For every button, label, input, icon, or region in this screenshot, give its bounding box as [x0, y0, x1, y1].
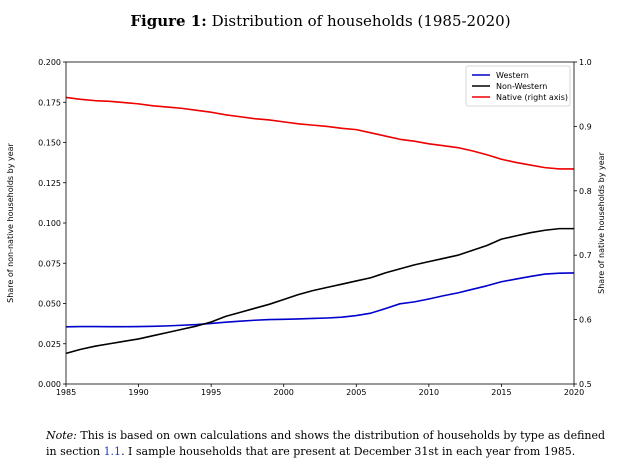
- plot-frame: [65, 61, 575, 385]
- y-right-tick-label: 0.6: [579, 316, 592, 325]
- series-line-non-western: [65, 227, 574, 355]
- series-line-western: [65, 272, 575, 328]
- x-tick-label: 2015: [491, 388, 511, 397]
- line-chart: 0.000 0.025 0.050 0.075 0.100 0.125 0.150 0.175…: [6, 58, 606, 397]
- series-lines: [65, 96, 575, 355]
- note-lead: Note:: [46, 429, 77, 442]
- figure-title: Figure 1: Distribution of households (19…: [0, 12, 641, 30]
- y-tick-label: 0.025: [38, 340, 61, 349]
- x-axis: 1985 1990 1995 2000 2005 2010 2015 2020: [56, 384, 584, 397]
- y-tick-label: 0.200: [38, 58, 61, 67]
- x-tick-label: 1990: [128, 388, 148, 397]
- y-tick-label: 0.000: [38, 380, 61, 389]
- figure-title-text: Distribution of households (1985-2020): [211, 12, 511, 30]
- figure-label: Figure 1:: [130, 12, 207, 30]
- legend-entry: Non-Western: [496, 82, 547, 91]
- note-text-2: . I sample households that are present a…: [121, 445, 576, 458]
- x-tick-label: 2010: [419, 388, 439, 397]
- note-text-1: This is based on own calculations and sh…: [46, 429, 606, 458]
- y-right-tick-label: 0.5: [579, 380, 592, 389]
- y-right-tick-label: 0.9: [579, 122, 592, 131]
- x-tick-label: 1995: [201, 388, 221, 397]
- note-section-ref[interactable]: 1.1: [103, 445, 122, 458]
- y-tick-label: 0.050: [38, 300, 61, 309]
- y-tick-label: 0.075: [38, 259, 61, 268]
- y-tick-label: 0.175: [38, 98, 61, 107]
- y-axis-label: Share of non-native households by year: [6, 142, 15, 302]
- x-tick-label: 2020: [564, 388, 584, 397]
- x-tick-label: 1985: [56, 388, 76, 397]
- y-right-tick-label: 0.7: [579, 251, 592, 260]
- legend-box: [465, 65, 571, 107]
- figure-note: Note: This is based on own calculations …: [46, 428, 616, 460]
- y-tick-label: 0.150: [38, 139, 61, 148]
- y-tick-label: 0.100: [38, 219, 61, 228]
- legend: Western Non-Western Native (right axis): [465, 65, 571, 107]
- y-tick-label: 0.125: [38, 179, 61, 188]
- legend-entry: Western: [496, 71, 529, 80]
- y-axis-label-right: Share of native households by year: [597, 151, 606, 293]
- x-tick-label: 2000: [274, 388, 294, 397]
- series-line-native-right-axis: [65, 96, 574, 170]
- x-tick-label: 2005: [346, 388, 366, 397]
- legend-entry: Native (right axis): [496, 93, 568, 102]
- y-right-tick-label: 0.8: [579, 187, 592, 196]
- y-right-tick-label: 1.0: [579, 58, 592, 67]
- right-axis: 0.5 0.6 0.7 0.8 0.9 1.0: [574, 58, 592, 389]
- left-axis: 0.000 0.025 0.050 0.075 0.100 0.125 0.150 0.175…: [38, 58, 66, 389]
